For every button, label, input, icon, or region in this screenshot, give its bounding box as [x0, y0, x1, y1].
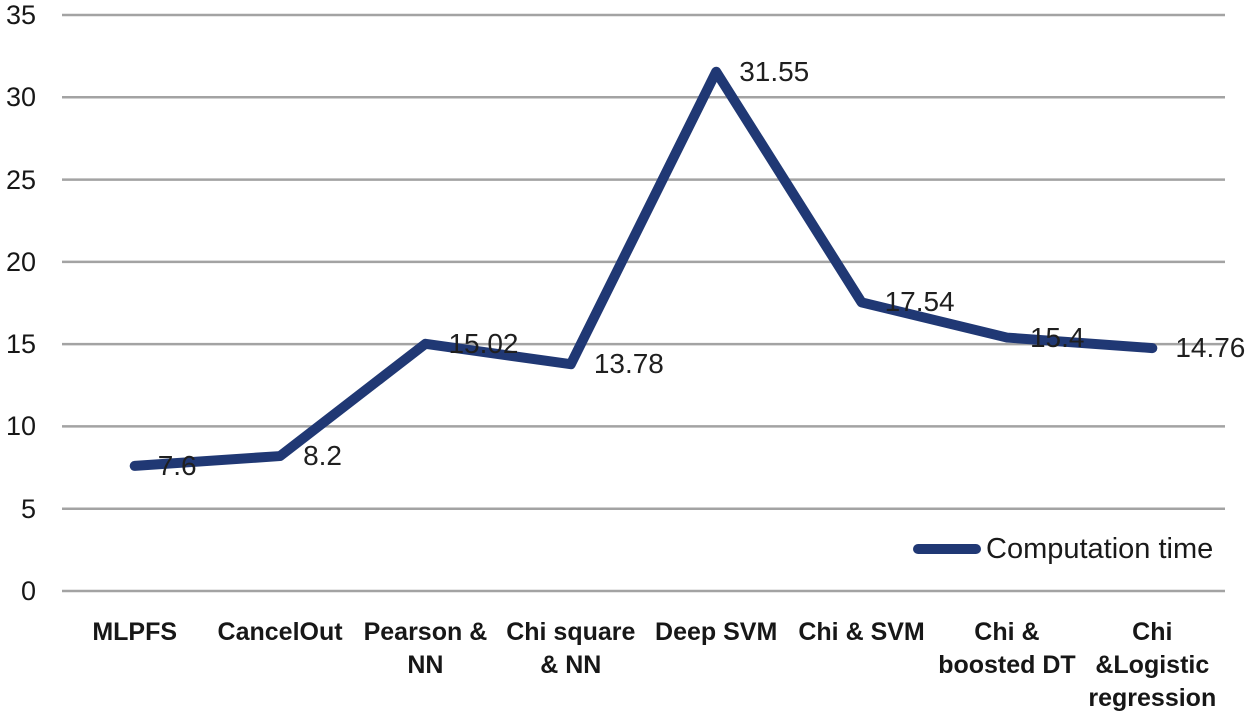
x-axis-category-label: MLPFS	[92, 618, 178, 646]
data-label: 31.55	[739, 55, 810, 87]
y-axis-tick-label: 35	[5, 0, 36, 30]
x-axis-category-label: CancelOut	[217, 618, 343, 646]
data-label: 8.2	[303, 440, 342, 472]
legend-label: Computation time	[986, 532, 1214, 565]
x-axis-category-label: Chi square & NN	[506, 618, 636, 679]
data-label: 7.6	[157, 449, 197, 481]
x-axis-category-label: Chi & SVM	[798, 618, 925, 646]
x-axis-category-label: Chi & boosted DT	[938, 618, 1076, 679]
y-axis-tick-label: 15	[5, 329, 36, 360]
data-label: 17.54	[884, 286, 955, 318]
y-axis-tick-label: 5	[20, 493, 36, 524]
data-label: 15.4	[1029, 321, 1085, 353]
data-label: 13.78	[593, 348, 664, 380]
x-axis-category-label: Chi &Logistic regression	[1088, 618, 1217, 712]
legend: Computation time	[913, 532, 1214, 565]
legend-line-swatch	[913, 544, 981, 554]
x-axis-category-label: Pearson & NN	[363, 618, 488, 679]
computation-time-line	[129, 66, 1158, 471]
data-label: 15.02	[448, 327, 519, 359]
y-axis-tick-label: 25	[5, 164, 36, 195]
x-axis-category-label: Deep SVM	[655, 618, 778, 646]
data-label: 14.76	[1175, 332, 1246, 364]
y-axis-tick-label: 20	[5, 246, 36, 277]
y-axis-tick-label: 10	[5, 411, 36, 442]
y-axis-tick-label: 30	[5, 82, 36, 113]
y-axis-tick-label: 0	[20, 576, 36, 606]
